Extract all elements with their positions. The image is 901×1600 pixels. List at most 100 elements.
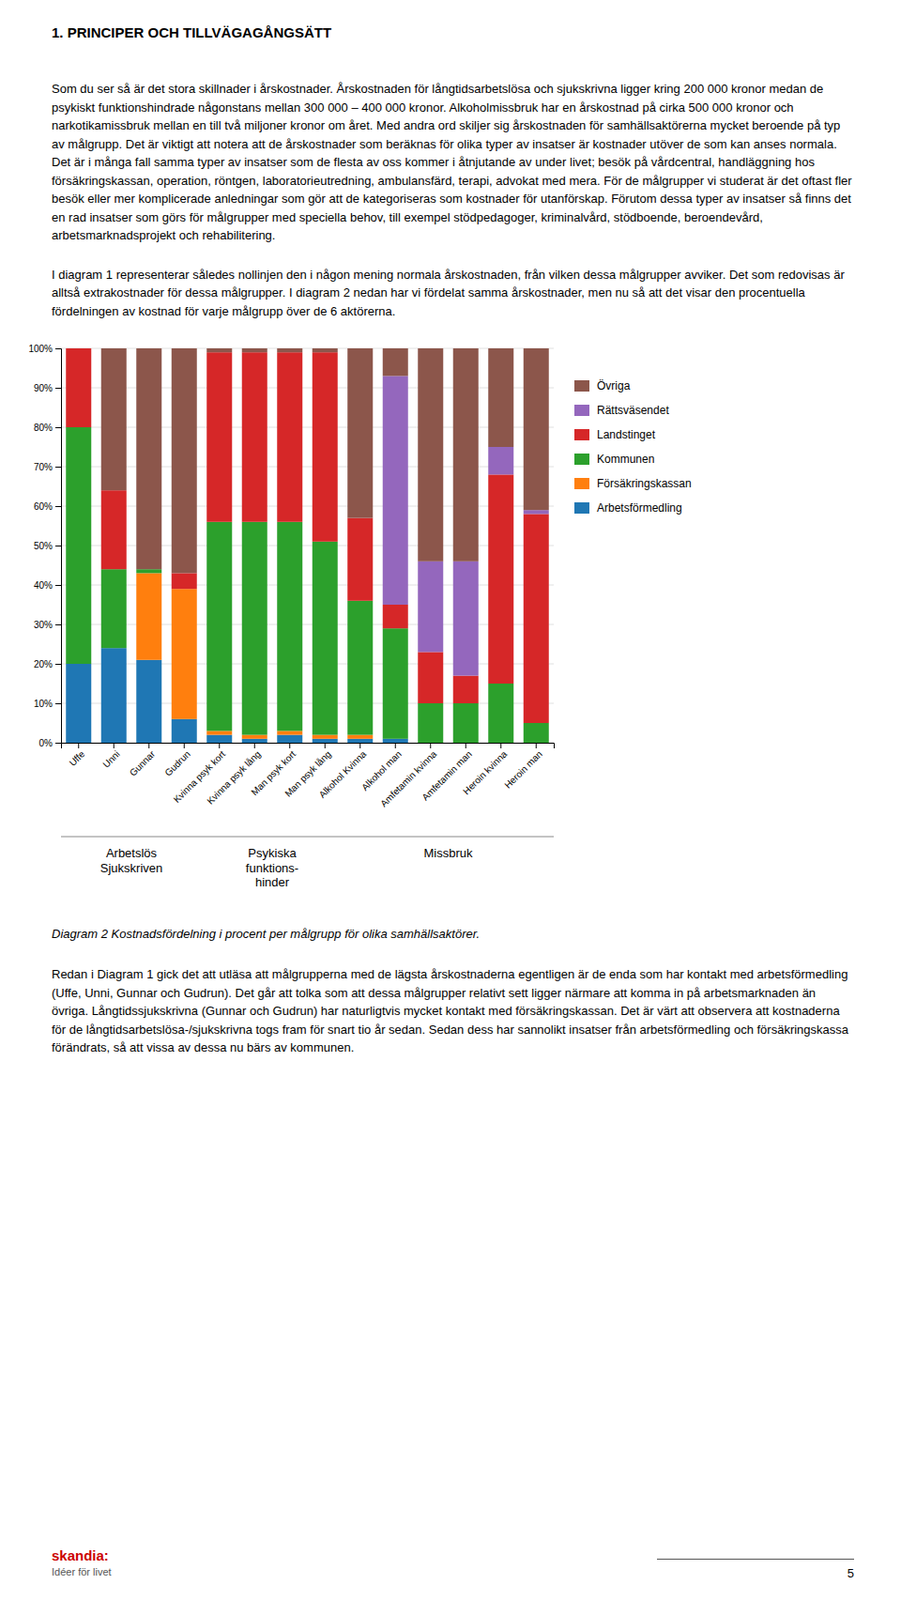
bar	[171, 572, 198, 589]
bar	[488, 473, 514, 684]
group-label-line: Psykiska	[247, 845, 297, 860]
plot: 0%10%20%30%40%50%60%70%80%90%100%UffeUnn…	[28, 343, 554, 890]
tick-mark	[55, 584, 62, 586]
bar	[65, 348, 92, 350]
bar	[206, 734, 232, 743]
legend-swatch	[574, 380, 590, 392]
grid-line	[61, 427, 554, 428]
tick-mark	[113, 742, 115, 749]
bar	[382, 738, 409, 743]
legend-label: Rättsväsendet	[596, 403, 670, 417]
bar	[206, 348, 232, 352]
tick-mark	[395, 742, 397, 749]
grid-line	[61, 624, 554, 626]
bar	[136, 572, 162, 659]
legend-swatch	[574, 404, 590, 416]
legend-swatch	[574, 502, 590, 514]
bar	[523, 722, 550, 743]
bar	[242, 348, 268, 352]
bar	[382, 375, 409, 605]
bar	[171, 588, 198, 719]
bar	[206, 521, 232, 732]
legend-label: Övriga	[596, 379, 631, 393]
bar	[101, 647, 127, 743]
legend-label: Försäkringskassan	[596, 476, 692, 490]
bar	[453, 561, 479, 676]
bar	[171, 718, 198, 743]
separator	[61, 836, 554, 838]
bar	[453, 348, 479, 562]
bar	[347, 738, 373, 743]
tick: 20%	[33, 658, 62, 670]
group-label-line: Missbruk	[423, 845, 474, 860]
tick-label: 70%	[33, 461, 53, 473]
bar	[523, 348, 550, 510]
tick: 60%	[33, 501, 62, 512]
tick-label: 30%	[33, 619, 53, 630]
tick: Kvinna psyk lång	[204, 742, 262, 807]
tick-mark	[289, 742, 291, 749]
bar	[347, 518, 373, 601]
legend-item: Rättsväsendet	[574, 403, 670, 417]
bar	[242, 738, 268, 743]
group-label-line: funktions-	[245, 860, 299, 875]
bar	[136, 568, 162, 573]
tick: 50%	[33, 540, 62, 551]
bar	[417, 561, 443, 653]
chart-title: Diagram 2 Kostnadsfördelning i procent p…	[51, 926, 855, 941]
axis-line	[55, 349, 62, 744]
bar	[347, 734, 373, 739]
tick: 80%	[33, 422, 62, 433]
tick-mark	[465, 742, 467, 749]
tick-label: 100%	[28, 343, 53, 354]
paragraph: Som du ser så är det stora skillnader i …	[51, 79, 855, 245]
bar	[242, 734, 268, 739]
footer-brand: skandia:	[51, 1546, 109, 1563]
tick-mark	[55, 545, 62, 547]
tick-mark	[535, 742, 537, 749]
tick-mark	[55, 387, 62, 389]
footer-slogan: Idéer för livet	[51, 1565, 112, 1577]
grid-line	[61, 584, 554, 586]
tick-mark	[55, 742, 62, 744]
group-label: Psykiskafunktions-hinder	[245, 845, 299, 889]
legend-item: Försäkringskassan	[574, 476, 692, 490]
bar	[382, 604, 409, 628]
bar	[312, 541, 338, 735]
grid-line	[61, 545, 554, 547]
heading: 1. PRINCIPER OCH TILLVÄGAGÅNGSÄTT	[51, 24, 855, 41]
bar	[417, 702, 443, 743]
tick-mark	[254, 742, 256, 749]
bar	[65, 427, 92, 664]
tick-mark	[429, 742, 431, 749]
tick-label: Alkohol Kvinna	[317, 748, 369, 800]
legend-label: Kommunen	[596, 452, 655, 466]
group-label-line: hinder	[255, 874, 291, 889]
bar	[382, 348, 409, 376]
bar	[312, 738, 338, 743]
bar	[101, 348, 127, 490]
bar	[171, 348, 198, 573]
tick-mark	[55, 663, 62, 665]
grid-line	[61, 466, 554, 468]
tick: 100%	[28, 343, 62, 354]
bar	[276, 734, 303, 743]
tick-label: 50%	[33, 540, 53, 551]
bar	[417, 651, 443, 703]
tick: 10%	[33, 698, 62, 709]
legend-item: Landstinget	[574, 427, 657, 442]
bar	[276, 521, 303, 732]
grid-line	[61, 663, 554, 665]
tick-mark	[55, 427, 62, 428]
tick-label: Unni	[100, 748, 122, 769]
bar	[136, 348, 162, 569]
bar	[523, 509, 550, 514]
group-label: Missbruk	[423, 845, 474, 860]
bar	[453, 675, 479, 703]
group-label: ArbetslösSjukskriven	[100, 845, 163, 875]
tick-mark	[77, 742, 79, 749]
tick: Heroin kvinna	[460, 742, 509, 796]
paragraph: I diagram 1 representerar således nollin…	[51, 265, 855, 321]
bar	[242, 351, 268, 522]
bar	[276, 351, 303, 522]
